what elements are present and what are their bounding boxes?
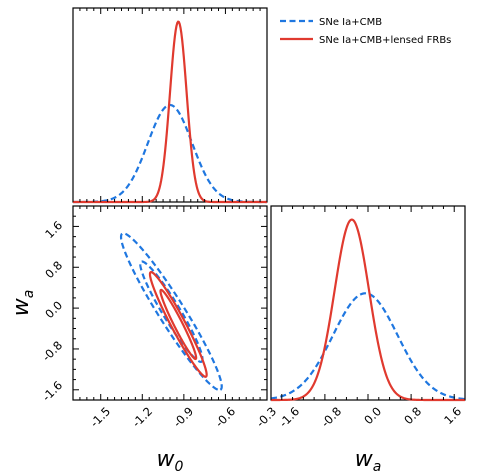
x-tick-label: -1.5 xyxy=(87,404,113,430)
y-tick-label: -0.8 xyxy=(39,338,65,364)
w0-marginal-curves xyxy=(72,20,268,204)
marginal-curve xyxy=(72,20,268,204)
legend-label: SNe Ia+CMB+lensed FRBs xyxy=(319,35,451,46)
y-axis-label-wa: wa xyxy=(9,290,37,317)
legend-label: SNe Ia+CMB xyxy=(319,17,382,28)
wa-marginal-panel xyxy=(270,205,466,401)
x-tick-label: -0.3 xyxy=(253,404,279,430)
legend: SNe Ia+CMB SNe Ia+CMB+lensed FRBs xyxy=(280,17,451,46)
x-tick-label: 0.0 xyxy=(361,404,384,427)
marginal-curve xyxy=(270,218,466,402)
x-tick-label: -1.6 xyxy=(276,404,302,430)
contour-2sigma xyxy=(148,270,208,378)
x-tick-label: 1.6 xyxy=(441,404,464,427)
x-tick-label: -1.2 xyxy=(129,404,155,430)
y-tick-label: 0.0 xyxy=(42,298,65,321)
tick-marks xyxy=(72,8,466,401)
marginal-curve xyxy=(72,103,268,204)
joint-panel xyxy=(72,205,268,401)
x-tick-label: -0.6 xyxy=(212,404,238,430)
x-tick-label: -0.8 xyxy=(318,404,344,430)
joint-contours xyxy=(119,232,223,392)
x-tick-label: -0.9 xyxy=(170,404,196,430)
contour-1sigma xyxy=(159,288,198,361)
x-tick-label: 0.8 xyxy=(401,404,424,427)
contour-2sigma xyxy=(119,232,223,392)
y-tick-label: 1.6 xyxy=(42,218,65,241)
x-axis-label-w0: w0 xyxy=(157,447,184,475)
y-tick-label: 0.8 xyxy=(42,258,65,281)
wa-marginal-curves xyxy=(270,218,466,402)
x-axis-label-wa: wa xyxy=(355,447,382,475)
y-tick-label: -1.6 xyxy=(39,378,65,404)
marginal-curve xyxy=(270,292,466,401)
